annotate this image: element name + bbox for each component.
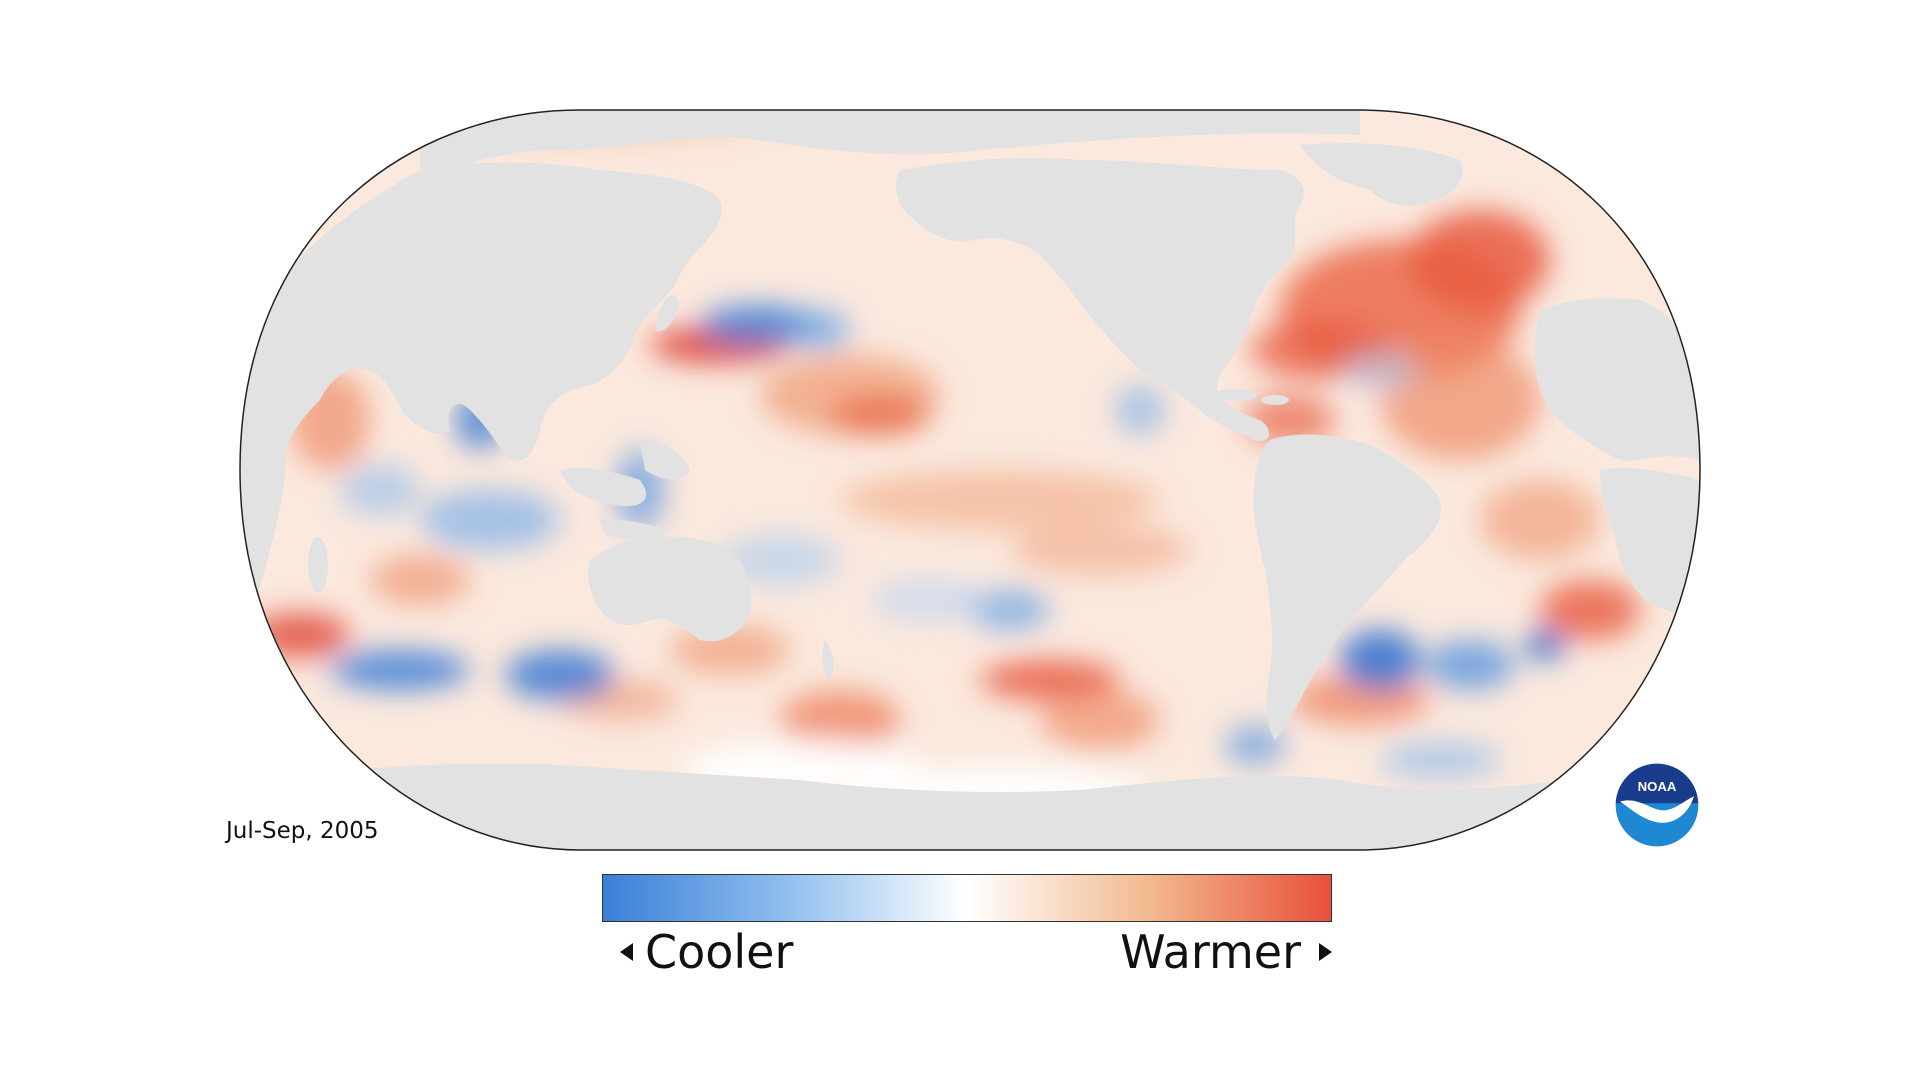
land-masses [240, 110, 1700, 850]
right-arrow-icon [1319, 942, 1332, 961]
anomaly-field [250, 110, 1640, 815]
cooler-label-group: Cooler [620, 926, 793, 978]
warmer-label-group: Warmer [1120, 926, 1332, 978]
color-scale-bar [602, 874, 1332, 922]
left-arrow-icon [620, 942, 633, 961]
noaa-logo-text: NOAA [1638, 779, 1677, 794]
map-area [240, 110, 1700, 850]
cooler-label: Cooler [645, 925, 794, 979]
warmer-label: Warmer [1120, 925, 1301, 979]
noaa-logo: NOAA [1613, 761, 1701, 849]
map-outline [239, 109, 1701, 851]
period-label: Jul-Sep, 2005 [226, 818, 379, 844]
